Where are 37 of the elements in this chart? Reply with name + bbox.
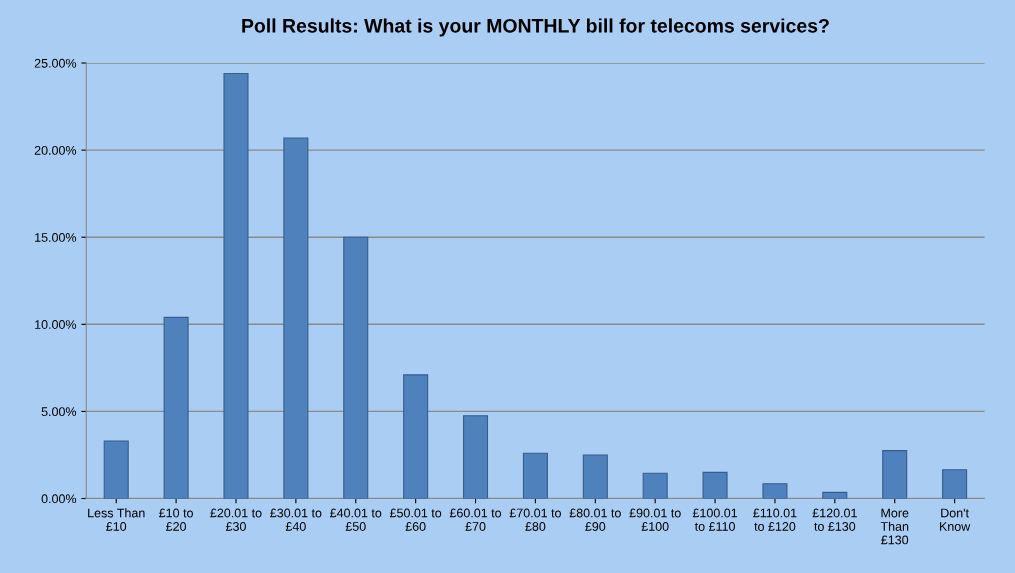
y-tick-label: 5.00% — [41, 407, 77, 417]
bar — [223, 72, 249, 499]
bar — [103, 440, 129, 499]
bar — [822, 491, 848, 499]
x-tick-label: Less Than £10 — [88, 508, 145, 531]
chart-title: Poll Results: What is your MONTHLY bill for telecoms services? — [242, 18, 829, 37]
x-tick-label: £120.01 to £130 — [812, 508, 857, 531]
y-tick-label: 25.00% — [34, 58, 77, 68]
bar — [942, 469, 968, 499]
x-tick-label: £90.01 to £100 — [629, 508, 681, 531]
y-tick-label: 0.00% — [41, 494, 77, 504]
x-tick-label: More Than £130 — [880, 508, 909, 545]
x-tick-label: £40.01 to £50 — [330, 508, 382, 531]
x-tick-label: £60.01 to £70 — [449, 508, 502, 531]
x-tick-label: £100.01 to £110 — [692, 508, 738, 531]
bar — [882, 450, 908, 499]
x-tick-label: £50.01 to £60 — [389, 508, 442, 531]
y-tick-label: 15.00% — [35, 233, 77, 242]
bar — [522, 452, 548, 499]
y-tick-label: 10.00% — [35, 320, 77, 329]
x-tick-label: £80.01 to £90 — [569, 508, 621, 531]
bar — [343, 236, 369, 499]
bar — [283, 137, 309, 499]
x-tick-label: £10 to £20 — [159, 508, 193, 531]
x-tick-label: £110.01 to £120 — [753, 508, 797, 531]
bar — [582, 454, 608, 499]
bar — [163, 316, 189, 499]
bar — [462, 415, 489, 499]
bar — [762, 483, 788, 499]
bar — [403, 374, 429, 499]
bar — [702, 471, 728, 499]
x-tick-label: £30.01 to £40 — [270, 508, 322, 531]
x-tick-label: Don't Know — [940, 508, 971, 531]
x-tick-label: £20.01 to £30 — [210, 508, 262, 531]
y-tick-label: 20.00% — [34, 145, 77, 155]
x-tick-label: £70.01 to £80 — [509, 508, 561, 531]
bar — [642, 472, 668, 499]
